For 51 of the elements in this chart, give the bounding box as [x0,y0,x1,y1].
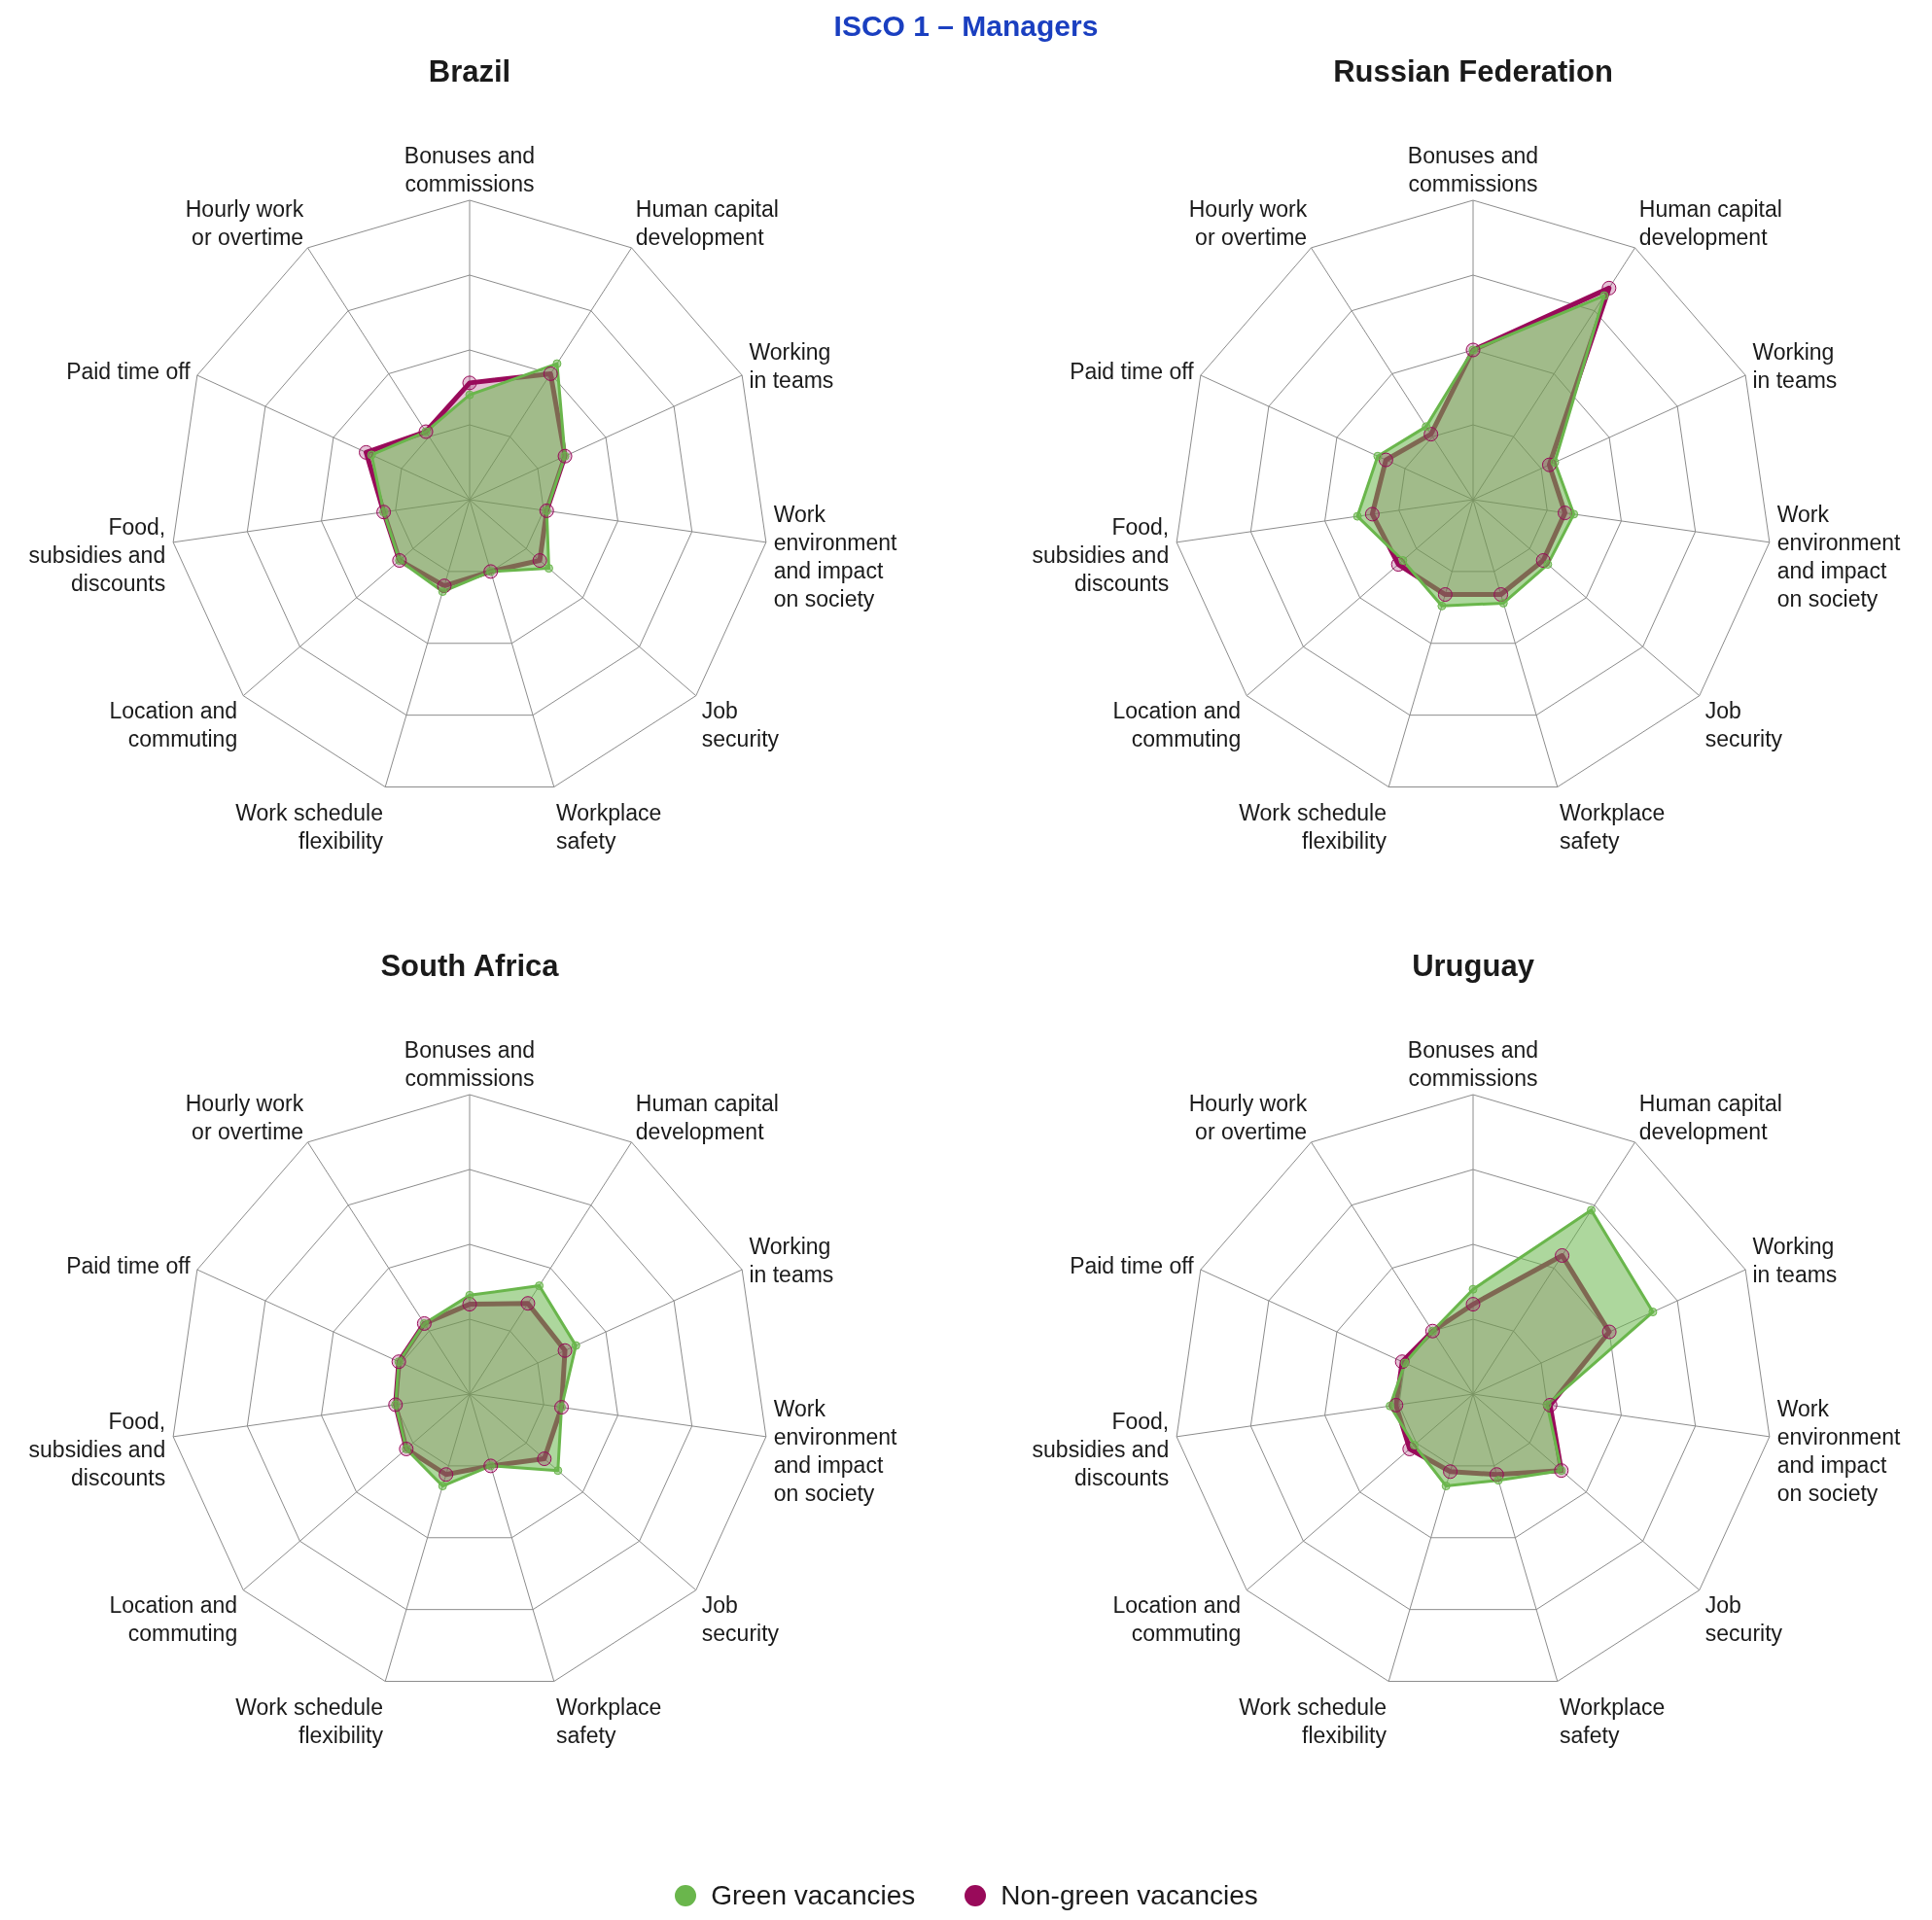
spoke-label: Paid time off [1070,359,1195,385]
spoke-label: Paid time off [66,359,192,385]
spoke-label: Location and commuting [109,697,238,751]
spoke-label: Workplace safety [556,1694,662,1749]
spoke-label: Human capital development [635,1090,779,1144]
spoke-label: Work schedule flexibility [1239,1694,1388,1749]
spoke-label: Job security [701,697,780,751]
spoke-label: Paid time off [1070,1253,1195,1279]
spoke-label: Workplace safety [1560,1694,1666,1749]
spoke-label: Food, subsidies and discounts [28,513,166,596]
spoke-label: Paid time off [66,1253,192,1279]
chart-title: Uruguay [1411,949,1535,984]
spoke-label: Location and commuting [109,1591,238,1646]
legend-label: Green vacancies [711,1880,916,1911]
spoke-label: Food, subsidies and discounts [1032,513,1170,596]
spoke-label: Human capital development [1638,195,1782,250]
spoke-label: Hourly work or overtime [185,195,304,250]
spoke-label: Bonuses and commissions [404,1037,536,1091]
spoke-label: Hourly work or overtime [1188,1090,1308,1144]
spoke-label: Bonuses and commissions [404,143,536,196]
spoke-label: Location and commuting [1112,697,1242,751]
spoke-label: Hourly work or overtime [1188,195,1308,250]
legend-label: Non-green vacancies [1001,1880,1258,1911]
spoke-label: Location and commuting [1112,1591,1242,1646]
spoke-label: Food, subsidies and discounts [1032,1408,1170,1490]
spoke-label: Food, subsidies and discounts [28,1408,166,1490]
spoke-label: Bonuses and commissions [1407,1037,1539,1091]
spoke-label: Working in teams [1752,338,1838,393]
chart-title: Brazil [427,54,512,89]
spoke-label: Work schedule flexibility [235,1694,384,1749]
spoke-label: Hourly work or overtime [185,1090,304,1144]
spoke-label: Work environment and impact on society [1776,1396,1901,1507]
spoke-label: Human capital development [635,195,779,250]
spoke-label: Job security [1704,1591,1783,1646]
spoke-label: Working in teams [1752,1233,1838,1287]
spoke-label: Work schedule flexibility [1239,800,1388,855]
spoke-label: Work environment and impact on society [773,1396,897,1507]
spoke-label: Working in teams [749,1233,834,1287]
chart-title: South Africa [379,949,560,984]
spoke-label: Workplace safety [1560,800,1666,855]
text: ISCO 1 – Managers [832,10,1100,43]
spoke-label: Workplace safety [556,800,662,855]
spoke-label: Work environment and impact on society [773,502,897,612]
spoke-label: Work environment and impact on society [1776,502,1901,612]
chart-title: Russian Federation [1332,54,1614,89]
spoke-label: Human capital development [1638,1090,1782,1144]
spoke-label: Working in teams [749,338,834,393]
spoke-label: Job security [1704,697,1783,751]
spoke-label: Bonuses and commissions [1407,143,1539,196]
spoke-label: Job security [701,1591,780,1646]
spoke-label: Work schedule flexibility [235,800,384,855]
